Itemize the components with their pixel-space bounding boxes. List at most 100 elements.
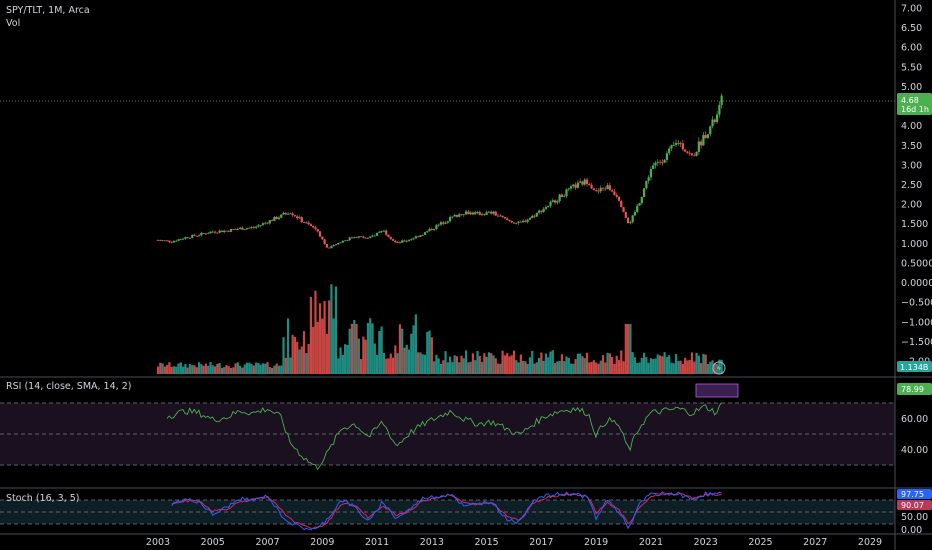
candle-body (268, 220, 271, 224)
volume-bar (633, 357, 637, 374)
price-tick: 6.50 (901, 23, 922, 34)
volume-bar (259, 364, 262, 374)
volume-bar (544, 353, 548, 374)
volume-bar (312, 326, 315, 374)
rsi-value-badge (897, 383, 932, 395)
time-tick: 2007 (255, 537, 279, 548)
volume-bar (234, 363, 237, 374)
candle-body (302, 222, 306, 223)
volume-bar (690, 352, 694, 374)
candle-body (334, 244, 338, 246)
volume-bar (193, 365, 196, 374)
volume-bar (385, 358, 388, 374)
candle-body (200, 232, 203, 236)
candle-body (604, 188, 607, 190)
candle-body (401, 240, 404, 243)
volume-bar (658, 355, 662, 374)
bar-countdown: 16d 1h (901, 105, 929, 114)
candle-body (629, 222, 632, 224)
volume-bar (300, 346, 303, 374)
volume-bar (455, 356, 459, 374)
candle-body (211, 231, 214, 233)
candle-body (535, 212, 538, 217)
candle-body (469, 212, 472, 215)
volume-bar (624, 324, 627, 374)
volume-label[interactable]: Vol (6, 18, 20, 29)
candle-body (389, 236, 392, 240)
volume-bar (556, 361, 559, 374)
candle-body (289, 213, 292, 215)
volume-bar (197, 362, 201, 374)
volume-bar (620, 350, 623, 374)
candle-body (633, 212, 637, 216)
price-pane[interactable] (0, 0, 895, 377)
volume-bar (720, 359, 723, 374)
lightning-icon[interactable] (712, 361, 726, 375)
candle-body (175, 240, 178, 242)
volume-bar (681, 363, 684, 374)
volume-bar (391, 357, 395, 374)
volume-bar (515, 360, 518, 374)
candle-body (640, 197, 643, 204)
candle-body (421, 234, 424, 236)
volume-bar (309, 296, 312, 374)
candle-body (391, 239, 395, 241)
stoch-title[interactable]: Stoch (16, 3, 5) (6, 493, 80, 504)
candle-body (357, 236, 360, 238)
candle-body (649, 169, 653, 178)
rsi-title[interactable]: RSI (14, close, SMA, 14, 2) (6, 381, 131, 392)
candle-body (506, 218, 509, 221)
candle-body (706, 134, 710, 138)
stoch-tick-50: 50.00 (901, 512, 928, 523)
volume-bar (442, 360, 445, 374)
candle-body (227, 230, 230, 232)
candle-body (462, 214, 465, 216)
volume-bar (640, 358, 643, 374)
volume-bar (695, 352, 698, 374)
candle-body (492, 211, 495, 214)
volume-bar (595, 362, 598, 374)
volume-bar (551, 350, 554, 374)
volume-bar (553, 362, 557, 374)
price-tick: 1.500 (901, 219, 928, 230)
volume-bar (207, 365, 210, 374)
candle-body (323, 239, 326, 245)
volume-bar (225, 365, 228, 374)
volume-bar (506, 353, 509, 374)
time-axis[interactable]: 2003 2005 2007 2009 2011 2013 2015 2017 2019 2021… (146, 537, 882, 548)
volume-bar (585, 352, 589, 374)
candle-body (373, 235, 376, 237)
volume-bar (686, 360, 689, 374)
volume-bar (182, 366, 185, 374)
price-tick: 2.00 (901, 200, 922, 211)
volume-bar (716, 363, 719, 374)
symbol-title[interactable]: SPY/TLT, 1M, Arca (6, 5, 90, 16)
candle-body (403, 240, 406, 242)
volume-bar (373, 343, 376, 374)
candle-body (579, 181, 582, 183)
volume-bar (535, 362, 538, 374)
candle-body (693, 155, 696, 157)
candle-body (636, 205, 639, 213)
candle-body (280, 214, 283, 218)
candle-body (309, 224, 312, 227)
candle-body (522, 220, 525, 223)
price-tick: −1.500 (901, 337, 932, 348)
volume-bar (186, 367, 189, 374)
candle-body (549, 201, 552, 206)
volume-bar (490, 353, 493, 374)
price-axis[interactable]: 7.006.506.005.505.004.504.003.503.002.50… (901, 4, 932, 368)
candle-body (273, 217, 276, 221)
volume-bar (661, 356, 664, 374)
stoch-tick-0: 0.00 (901, 525, 922, 536)
volume-bar (184, 364, 187, 374)
candle-body (236, 228, 239, 230)
volume-bar (494, 358, 497, 374)
volume-bar (410, 333, 413, 374)
candle-body (690, 153, 694, 156)
candle-body (569, 186, 573, 189)
candle-body (314, 227, 317, 230)
rsi-highlight-box (695, 383, 739, 398)
candle-body (567, 188, 570, 190)
